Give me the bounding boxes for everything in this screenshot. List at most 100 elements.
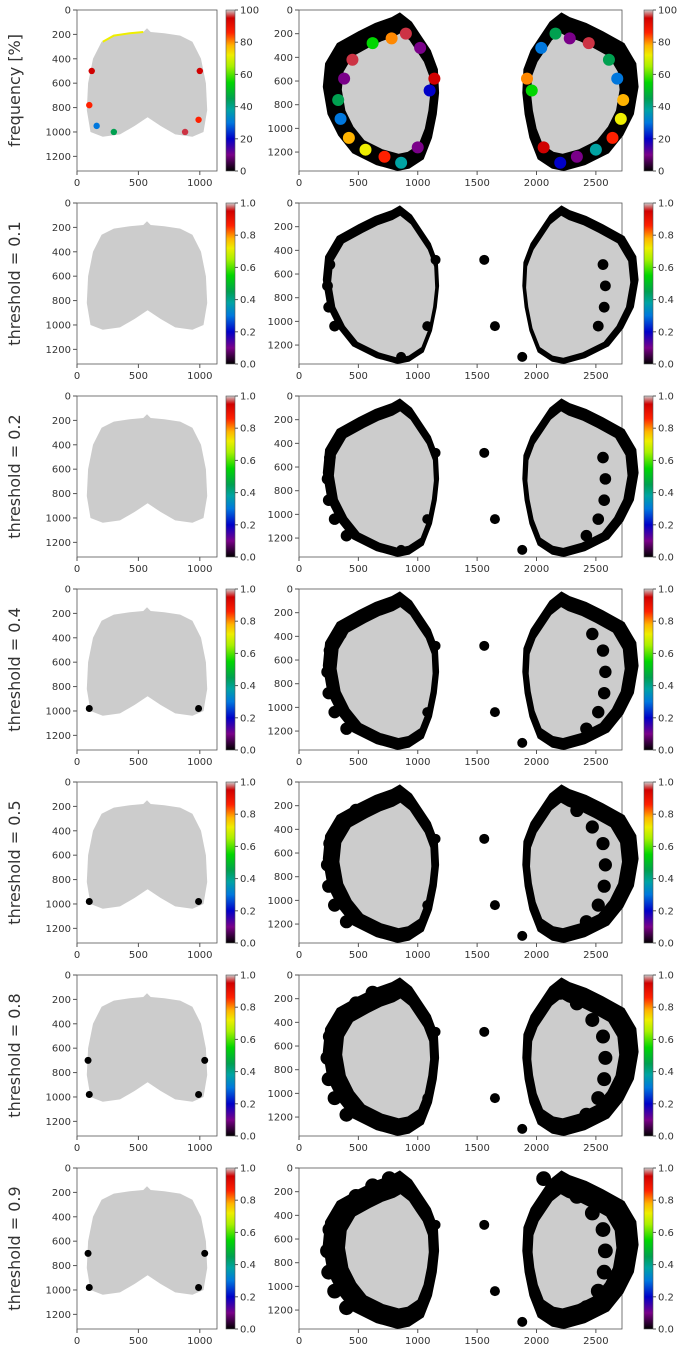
flatmap-black-patch xyxy=(365,1178,381,1194)
dorsal-region-marker xyxy=(195,116,202,123)
y-tick-label: 1000 xyxy=(268,317,293,328)
y-tick-label: 600 xyxy=(52,1044,71,1055)
flatmap-black-patch xyxy=(322,280,333,292)
flatmap-region-spot xyxy=(617,93,630,106)
flatmap-region-spot xyxy=(366,37,379,50)
flatmap-black-patch xyxy=(596,1264,612,1280)
dorsal-black-patch xyxy=(195,898,203,906)
flatmap-black-patch xyxy=(599,473,612,485)
flatmap-black-patch xyxy=(586,627,599,641)
colorbar-left xyxy=(225,781,236,944)
x-tick-label: 0 xyxy=(74,1143,80,1154)
x-tick-label: 1500 xyxy=(464,1336,489,1347)
y-tick-label: 1200 xyxy=(46,345,71,356)
colorbar-tick-label: 0.0 xyxy=(658,746,674,757)
y-tick-label: 400 xyxy=(274,246,293,257)
flatmap-black-patch xyxy=(323,301,335,313)
hemisphere-cortex xyxy=(528,607,625,738)
y-tick-label: 0 xyxy=(65,585,71,596)
flatmap-region-spot xyxy=(338,72,351,85)
flatmap-black-patch xyxy=(585,1012,600,1027)
flatmap-black-patch xyxy=(324,451,336,464)
flatmap-black-patch xyxy=(592,320,604,332)
y-tick-label: 1000 xyxy=(268,896,293,907)
colorbar-tick-label: 0.4 xyxy=(658,1260,674,1271)
y-tick-label: 0 xyxy=(65,971,71,982)
colorbar-tick-label: 0.4 xyxy=(240,295,256,306)
y-tick-label: 0 xyxy=(287,585,293,596)
colorbar-tick-label: 0.0 xyxy=(240,939,256,950)
dorsal-region-marker xyxy=(110,128,118,136)
x-tick-label: 0 xyxy=(74,564,80,575)
hemisphere-cortex xyxy=(345,1194,429,1309)
colorbar-tick-label: 0.8 xyxy=(658,424,674,435)
colorbar-tick-label: 0.6 xyxy=(240,263,256,274)
colorbar-tick-label: 1.0 xyxy=(240,585,256,596)
flatmap-black-patch xyxy=(596,644,610,657)
y-tick-label: 400 xyxy=(52,54,71,65)
y-tick-label: 1200 xyxy=(268,727,293,738)
x-tick-label: 0 xyxy=(296,757,302,768)
colorbar-tick-label: 0.8 xyxy=(240,424,256,435)
flatmap-black-patch xyxy=(322,494,335,506)
dorsal-black-patch xyxy=(84,1249,92,1257)
colorbar-tick-label: 40 xyxy=(658,102,671,113)
flatmap-black-patch xyxy=(321,1264,337,1280)
y-tick-label: 200 xyxy=(274,222,293,233)
colorbar-right xyxy=(643,395,654,558)
x-tick-label: 2500 xyxy=(583,757,608,768)
y-tick-label: 600 xyxy=(52,79,71,90)
flatmap-black-patch xyxy=(381,1171,397,1187)
flatmap-region-spot xyxy=(525,84,538,97)
row-0: frequency [%]0 500 10000200400600800100012… xyxy=(5,6,677,190)
colorbar-tick-label: 0.6 xyxy=(658,842,674,853)
x-tick-label: 2000 xyxy=(524,371,549,382)
x-tick-label: 1000 xyxy=(405,1336,430,1347)
colorbar-tick-label: 0 xyxy=(240,167,246,178)
flatmap-region-spot xyxy=(385,32,398,45)
flatmap-black-patch xyxy=(349,803,363,818)
x-tick-label: 0 xyxy=(296,950,302,961)
x-tick-label: 1000 xyxy=(187,1336,212,1347)
colorbar-tick-label: 0.6 xyxy=(240,842,256,853)
colorbar-tick-label: 0.0 xyxy=(658,1132,674,1143)
y-tick-label: 200 xyxy=(274,1187,293,1198)
x-tick-label: 1500 xyxy=(464,757,489,768)
y-tick-label: 1000 xyxy=(268,1282,293,1293)
x-tick-label: 1000 xyxy=(405,564,430,575)
colorbar-left xyxy=(225,588,236,751)
flatmap-black-patch xyxy=(552,1178,568,1194)
x-tick-label: 1000 xyxy=(187,1143,212,1154)
flatmap-black-patch xyxy=(430,1026,441,1037)
x-tick-label: 1000 xyxy=(405,950,430,961)
colorbar-tick-label: 100 xyxy=(240,6,259,17)
y-tick-label: 400 xyxy=(274,53,293,64)
y-tick-label: 800 xyxy=(52,1068,71,1079)
colorbar-tick-label: 0.4 xyxy=(658,681,674,692)
flatmap-region-spot xyxy=(399,27,412,40)
x-tick-label: 1000 xyxy=(405,371,430,382)
hemisphere-cortex xyxy=(527,411,628,548)
colorbar-tick-label: 0.8 xyxy=(658,1003,674,1014)
flatmap-black-patch xyxy=(579,915,593,929)
y-tick-label: 800 xyxy=(274,1258,293,1269)
flatmap-black-patch xyxy=(322,1222,338,1237)
y-tick-label: 800 xyxy=(52,1261,71,1272)
x-tick-label: 500 xyxy=(349,564,368,575)
flatmap-black-patch xyxy=(479,447,490,458)
flatmap-black-patch xyxy=(597,1243,613,1259)
flatmap-black-patch xyxy=(598,1050,613,1065)
y-tick-label: 200 xyxy=(274,608,293,619)
flatmap-black-patch xyxy=(321,473,334,485)
flatmap-black-patch xyxy=(597,451,609,464)
y-tick-label: 600 xyxy=(52,272,71,283)
colorbar-tick-label: 0.2 xyxy=(240,906,256,917)
hemisphere-cortex xyxy=(339,802,432,929)
colorbar-tick-label: 0.0 xyxy=(240,746,256,757)
flatmap-region-spot xyxy=(411,141,424,154)
y-tick-label: 200 xyxy=(52,223,71,234)
hemisphere-cortex xyxy=(526,215,631,358)
colorbar-tick-label: 0.2 xyxy=(240,1099,256,1110)
colorbar-tick-label: 0 xyxy=(658,167,664,178)
flatmap-black-patch xyxy=(599,280,611,292)
